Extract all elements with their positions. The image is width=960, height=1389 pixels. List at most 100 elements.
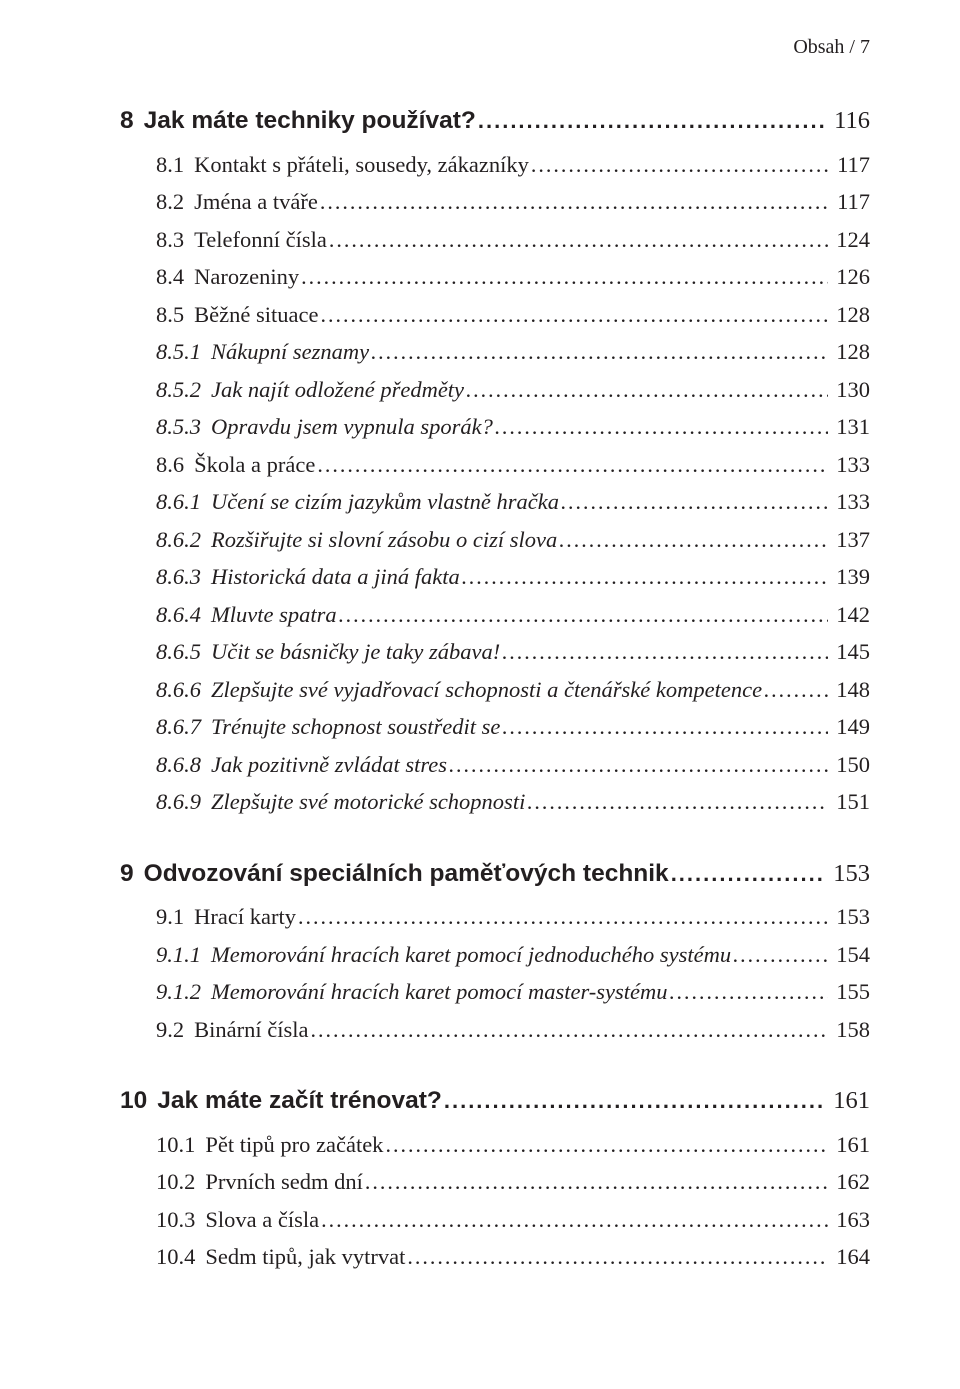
toc-entry[interactable]: 8.1Kontakt s přáteli, sousedy, zákazníky… [120, 154, 870, 177]
toc-leader-dots [500, 716, 828, 738]
toc-leader-dots [299, 266, 828, 288]
toc-entry[interactable]: 8.6.4Mluvte spatra142 [120, 604, 870, 627]
toc-leader-dots [525, 791, 828, 813]
toc-entry[interactable]: 10Jak máte začít trénovat?161 [120, 1089, 870, 1114]
toc-entry[interactable]: 9Odvozování speciálních paměťových techn… [120, 862, 870, 887]
toc-leader-dots [500, 641, 828, 663]
toc-entry[interactable]: 8.5.3Opravdu jsem vypnula sporák?131 [120, 416, 870, 439]
toc-entry[interactable]: 8.5.1Nákupní seznamy 128 [120, 341, 870, 364]
toc-leader-dots [405, 1246, 828, 1268]
toc-leader-dots [327, 229, 828, 251]
toc-leader-dots [557, 529, 828, 551]
toc-leader-dots [464, 379, 828, 401]
toc-leader-dots [296, 906, 828, 928]
toc-entry-page: 117 [829, 154, 870, 177]
toc-entry-page: 117 [829, 191, 870, 214]
toc-leader-dots [315, 454, 828, 476]
toc-leader-dots [447, 754, 828, 776]
toc-entry-number: 8.6 [156, 454, 194, 477]
toc-entry-title: Binární čísla [194, 1019, 308, 1042]
toc-leader-dots [442, 1090, 825, 1112]
toc-entry[interactable]: 8.6Škola a práce133 [120, 454, 870, 477]
toc-leader-dots [731, 944, 828, 966]
toc-entry-title: Nákupní seznamy [211, 341, 369, 364]
toc-entry-page: 128 [828, 341, 870, 364]
toc-entry-title: Jména a tváře [194, 191, 318, 214]
toc-leader-dots [559, 491, 828, 513]
toc-entry-title: Zlepšujte své vyjadřovací schopnosti a č… [211, 679, 762, 702]
toc-entry-page: 116 [826, 109, 870, 134]
toc-entry-number: 9.1.2 [156, 981, 211, 1004]
toc-entry-number: 8.6.2 [156, 529, 211, 552]
toc-entry[interactable]: 10.2Prvních sedm dní162 [120, 1171, 870, 1194]
toc-entry[interactable]: 9.1.1Memorování hracích karet pomocí jed… [120, 944, 870, 967]
toc-entry-number: 10.3 [156, 1209, 205, 1232]
toc-entry-number: 8.5.1 [156, 341, 211, 364]
toc-entry[interactable]: 10.3Slova a čísla163 [120, 1209, 870, 1232]
toc-entry-page: 124 [828, 229, 870, 252]
toc-entry-title: Opravdu jsem vypnula sporák? [211, 416, 493, 439]
toc-entry[interactable]: 8.6.5Učit se básničky je taky zábava!145 [120, 641, 870, 664]
toc-leader-dots [318, 191, 829, 213]
toc-entry-page: 155 [828, 981, 870, 1004]
toc-leader-dots [529, 154, 829, 176]
toc-entry-page: 130 [828, 379, 870, 402]
toc-entry[interactable]: 8.6.6Zlepšujte své vyjadřovací schopnost… [120, 679, 870, 702]
toc-entry-page: 139 [828, 566, 870, 589]
toc-entry[interactable]: 8Jak máte techniky používat?116 [120, 109, 870, 134]
toc-entry[interactable]: 8.6.7Trénujte schopnost soustředit se 149 [120, 716, 870, 739]
toc-entry-page: 133 [828, 491, 870, 514]
toc-entry-title: Pět tipů pro začátek [205, 1134, 383, 1157]
toc-entry-title: Narozeniny [194, 266, 299, 289]
toc-entry[interactable]: 8.6.3Historická data a jiná fakta139 [120, 566, 870, 589]
toc-entry[interactable]: 8.6.2Rozšiřujte si slovní zásobu o cizí … [120, 529, 870, 552]
toc-entry[interactable]: 8.3Telefonní čísla124 [120, 229, 870, 252]
toc-entry-number: 10.1 [156, 1134, 205, 1157]
toc-entry-title: Memorování hracích karet pomocí jednoduc… [211, 944, 731, 967]
toc-entry[interactable]: 8.5.2Jak najít odložené předměty130 [120, 379, 870, 402]
toc-entry[interactable]: 8.6.8Jak pozitivně zvládat stres150 [120, 754, 870, 777]
toc-entry[interactable]: 8.6.1Učení se cizím jazykům vlastně hrač… [120, 491, 870, 514]
toc-entry-page: 161 [825, 1089, 870, 1114]
toc-entry-number: 8.4 [156, 266, 194, 289]
toc-entry[interactable]: 10.4Sedm tipů, jak vytrvat164 [120, 1246, 870, 1269]
toc-leader-dots [668, 981, 829, 1003]
toc-entry[interactable]: 9.2Binární čísla158 [120, 1019, 870, 1042]
toc-entry-title: Učit se básničky je taky zábava! [211, 641, 500, 664]
toc-entry-page: 150 [828, 754, 870, 777]
toc-entry[interactable]: 8.5Běžné situace128 [120, 304, 870, 327]
toc-entry-page: 126 [828, 266, 870, 289]
toc-entry-number: 8.6.7 [156, 716, 211, 739]
toc-entry-title: Jak máte techniky používat? [144, 109, 476, 134]
toc-entry-number: 8.6.4 [156, 604, 211, 627]
toc-entry-page: 158 [828, 1019, 870, 1042]
toc-leader-dots [493, 416, 828, 438]
toc-entry-title: Rozšiřujte si slovní zásobu o cizí slova [211, 529, 557, 552]
toc-entry-title: Hrací karty [194, 906, 296, 929]
toc-entry-page: 151 [828, 791, 870, 814]
toc-entry[interactable]: 8.2Jména a tváře117 [120, 191, 870, 214]
toc-entry-number: 10 [120, 1089, 157, 1114]
toc-entry-page: 142 [828, 604, 870, 627]
toc-entry[interactable]: 8.6.9Zlepšujte své motorické schopnosti1… [120, 791, 870, 814]
toc-entry-number: 8.6.1 [156, 491, 211, 514]
toc-entry-page: 162 [828, 1171, 870, 1194]
toc-leader-dots [369, 341, 828, 363]
toc-entry-page: 153 [825, 862, 870, 887]
toc-entry-page: 133 [828, 454, 870, 477]
toc-entry-title: Jak najít odložené předměty [211, 379, 464, 402]
toc-entry-title: Slova a čísla [205, 1209, 319, 1232]
toc-entry-number: 8.6.9 [156, 791, 211, 814]
toc-leader-dots [383, 1134, 828, 1156]
toc-entry-page: 149 [828, 716, 870, 739]
toc-entry-title: Odvozování speciálních paměťových techni… [144, 862, 669, 887]
toc-entry[interactable]: 10.1Pět tipů pro začátek161 [120, 1134, 870, 1157]
toc-entry[interactable]: 9.1.2Memorování hracích karet pomocí mas… [120, 981, 870, 1004]
toc-entry-page: 131 [828, 416, 870, 439]
toc-entry[interactable]: 9.1Hrací karty153 [120, 906, 870, 929]
toc-entry-page: 128 [828, 304, 870, 327]
toc-entry-page: 148 [828, 679, 870, 702]
toc-leader-dots [762, 679, 828, 701]
toc-entry-title: Trénujte schopnost soustředit se [211, 716, 500, 739]
toc-entry[interactable]: 8.4Narozeniny 126 [120, 266, 870, 289]
